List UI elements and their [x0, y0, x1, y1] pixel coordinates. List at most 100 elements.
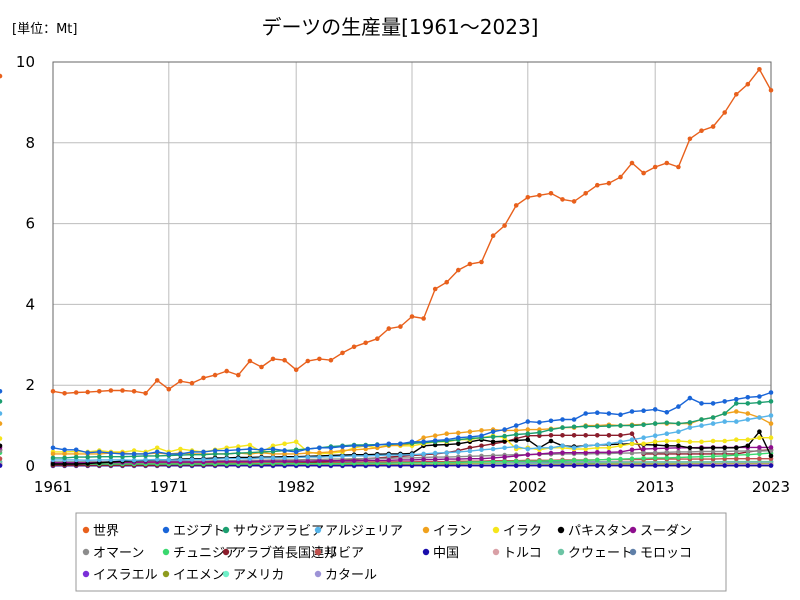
data-point	[328, 454, 334, 460]
data-point	[282, 357, 287, 363]
data-point	[317, 458, 322, 464]
data-point	[757, 435, 762, 441]
data-point	[120, 457, 125, 463]
data-point	[606, 411, 612, 416]
data-point	[676, 421, 681, 426]
data-point	[513, 432, 519, 437]
data-point	[699, 401, 704, 406]
data-point	[687, 439, 693, 445]
data-point	[583, 411, 588, 416]
data-point	[757, 456, 762, 462]
data-point	[85, 454, 90, 460]
data-point	[247, 446, 253, 452]
data-point	[768, 413, 774, 418]
data-point	[571, 417, 577, 422]
legend-marker	[162, 526, 170, 534]
legend-label: エジプト	[173, 524, 225, 539]
legend-box	[75, 512, 727, 592]
data-point	[734, 448, 739, 454]
data-point	[0, 421, 3, 426]
data-point	[108, 454, 114, 460]
data-point	[305, 458, 311, 464]
data-point	[652, 442, 658, 448]
data-point	[548, 450, 554, 456]
data-point	[62, 451, 67, 457]
data-point	[629, 463, 635, 468]
data-point	[247, 456, 253, 462]
data-point	[351, 458, 357, 464]
data-point	[676, 404, 681, 409]
data-point	[664, 420, 670, 426]
data-point	[734, 456, 739, 462]
data-point	[0, 456, 3, 461]
data-point	[687, 445, 693, 451]
legend-label: オマーン	[93, 546, 144, 561]
y-tick-label: 0	[25, 457, 35, 475]
data-point	[687, 463, 693, 468]
data-point	[490, 429, 496, 435]
data-point	[212, 456, 218, 462]
data-point	[351, 447, 357, 453]
data-point	[664, 455, 670, 461]
data-point	[351, 453, 357, 459]
legend-marker	[492, 526, 500, 534]
data-point	[328, 357, 334, 363]
data-point	[676, 449, 681, 455]
data-point	[629, 456, 635, 462]
data-point	[595, 450, 600, 455]
data-point	[699, 423, 704, 428]
data-point	[606, 423, 612, 429]
legend-item: サウジアラビア	[222, 524, 324, 539]
data-point	[502, 459, 507, 464]
data-point	[317, 445, 322, 451]
data-point	[664, 431, 670, 437]
data-point	[467, 456, 473, 462]
data-point	[722, 399, 727, 404]
data-point	[224, 451, 229, 457]
data-point	[513, 463, 519, 468]
legend-label: 世界	[93, 524, 119, 539]
data-point	[328, 458, 334, 464]
data-point	[537, 463, 542, 468]
data-point	[479, 443, 484, 449]
data-point	[757, 448, 762, 454]
y-tick-label: 6	[25, 215, 35, 233]
data-point	[502, 438, 507, 444]
data-point	[293, 449, 299, 455]
data-point	[386, 458, 392, 463]
legend-marker	[82, 526, 90, 534]
data-point	[166, 457, 172, 463]
legend-label: 中国	[433, 546, 459, 561]
series-世界	[0, 67, 774, 396]
data-point	[108, 388, 114, 393]
data-point	[363, 340, 369, 346]
data-point	[595, 463, 600, 468]
data-point	[456, 456, 461, 462]
data-point	[595, 424, 600, 429]
data-point	[537, 458, 542, 464]
series-アルジェリア	[0, 411, 774, 463]
data-point	[710, 415, 716, 420]
data-point	[629, 409, 635, 414]
data-point	[699, 454, 704, 460]
data-point	[652, 407, 658, 412]
data-point	[0, 399, 3, 404]
data-point	[270, 455, 276, 461]
data-point	[97, 389, 102, 394]
data-point	[62, 391, 67, 396]
data-point	[745, 443, 751, 449]
data-point	[282, 451, 287, 457]
data-point	[467, 463, 473, 468]
data-point	[502, 427, 507, 432]
data-point	[745, 452, 751, 458]
data-point	[525, 195, 531, 200]
data-point	[757, 463, 762, 468]
legend-item: イラク	[492, 524, 542, 539]
data-point	[421, 451, 426, 457]
data-point	[525, 446, 531, 452]
data-point	[317, 356, 322, 362]
legend-item: モロッコ	[629, 546, 692, 561]
data-point	[652, 455, 658, 461]
data-point	[664, 463, 670, 468]
data-point	[595, 433, 600, 438]
